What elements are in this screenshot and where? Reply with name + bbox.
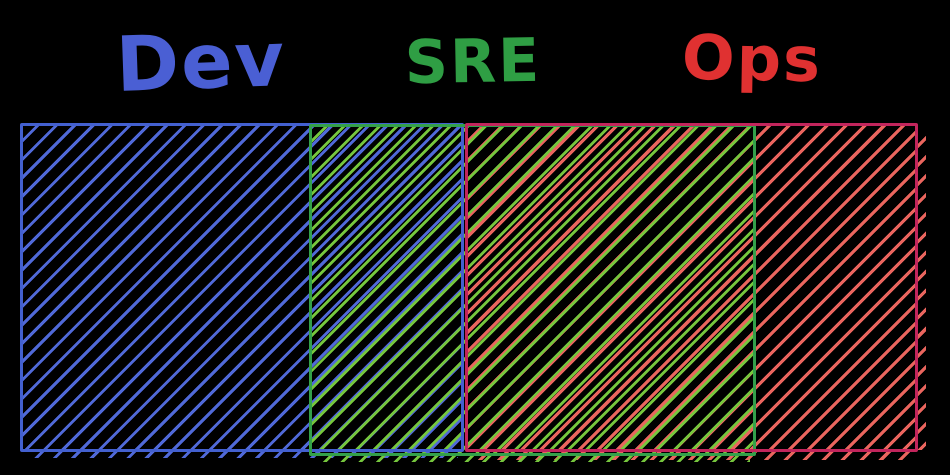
label-ops: Ops [681, 20, 823, 97]
dev-hatch-overshoot [26, 452, 458, 458]
sre-region-hatch [311, 126, 754, 454]
dev-rect-border [20, 123, 464, 452]
ops-rect-border [465, 123, 918, 452]
sre-hatch-overshoot [315, 456, 750, 462]
label-sre: SRE [404, 25, 542, 99]
ops-hatch-overshoot-right [918, 129, 926, 450]
label-dev: Dev [114, 14, 288, 109]
